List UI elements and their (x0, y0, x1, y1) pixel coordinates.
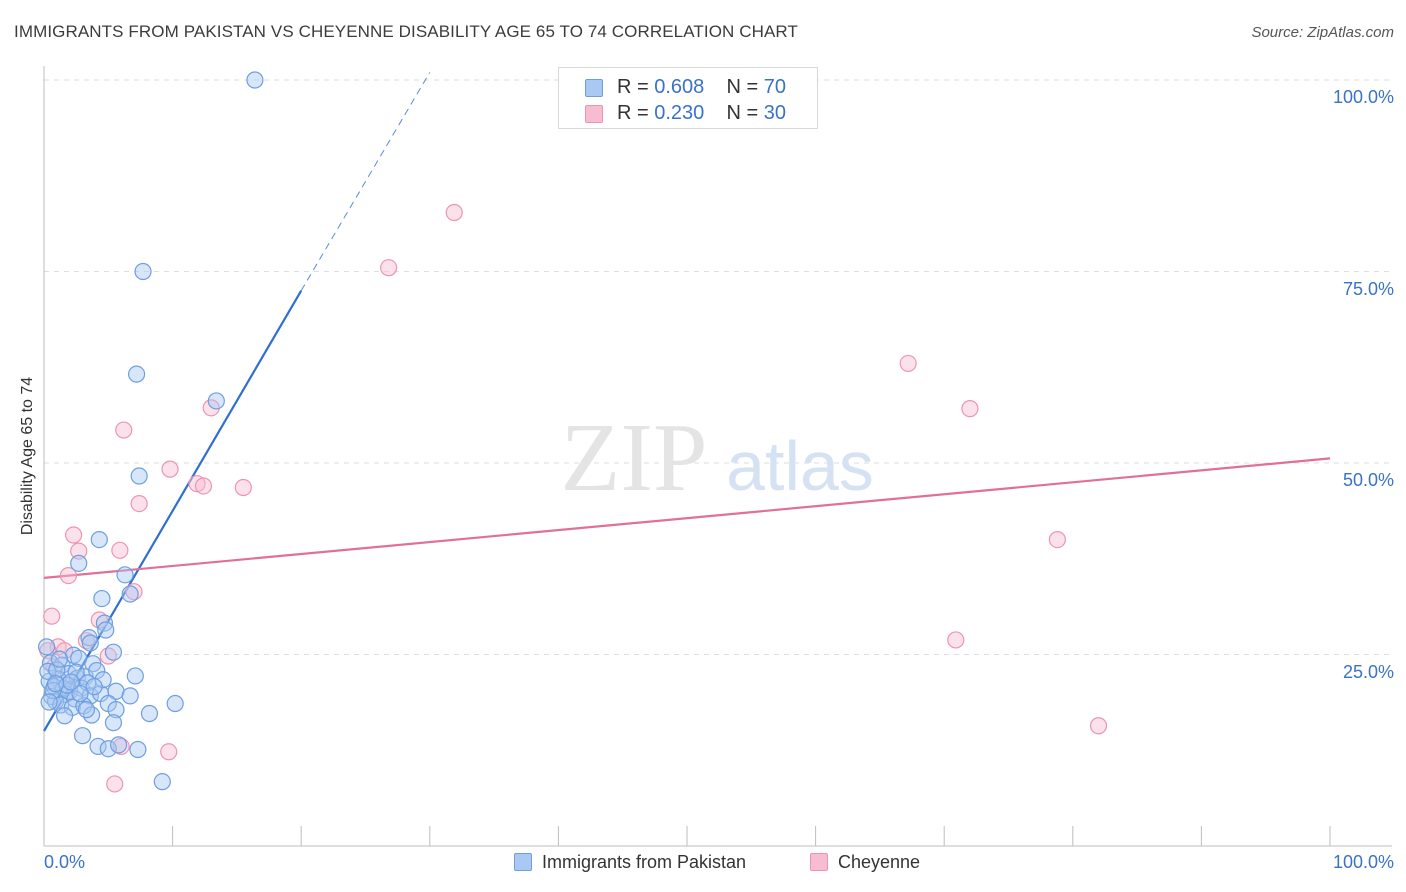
grid-lines (44, 79, 1392, 655)
data-point-pakistan (81, 634, 99, 652)
y-tick-label: 50.0% (1342, 470, 1394, 490)
data-point-pakistan (121, 687, 139, 705)
data-point-pakistan (104, 643, 123, 661)
data-point-cheyenne (70, 542, 88, 560)
data-point-pakistan (140, 704, 159, 723)
data-point-pakistan (71, 684, 89, 703)
y-tick-label: 75.0% (1342, 278, 1394, 299)
legend-swatch-pakistan (585, 79, 603, 97)
r-value-pakistan: 0.608 (654, 76, 705, 98)
data-point-pakistan (107, 701, 125, 719)
data-point-pakistan (67, 663, 85, 681)
data-point-pakistan (89, 737, 107, 756)
data-point-cheyenne (90, 611, 108, 629)
data-point-pakistan (73, 727, 92, 745)
data-point-pakistan (153, 773, 171, 791)
data-point-pakistan (81, 687, 99, 705)
data-point-cheyenne (961, 400, 979, 418)
trend-line-pakistan-extension (300, 72, 431, 291)
data-point-cheyenne (130, 494, 148, 513)
correlation-legend: R = 0.608 N = 70 R = 0.230 N = 30 (558, 67, 818, 129)
data-point-cheyenne (899, 354, 917, 373)
data-point-pakistan (207, 392, 225, 410)
data-point-pakistan (37, 638, 56, 656)
data-point-pakistan (90, 530, 108, 549)
watermark-atlas: atlas (726, 427, 874, 505)
legend-swatch-cheyenne (810, 853, 828, 871)
data-point-pakistan (129, 740, 147, 759)
data-point-pakistan (40, 693, 58, 711)
data-point-pakistan (109, 736, 128, 754)
data-point-pakistan (64, 646, 83, 664)
data-point-pakistan (104, 714, 123, 732)
data-point-cheyenne (106, 775, 124, 793)
y-axis-label: Disability Age 65 to 74 (19, 376, 36, 536)
data-point-cheyenne (194, 477, 213, 495)
data-point-pakistan (121, 585, 139, 603)
data-point-pakistan (93, 589, 111, 608)
data-point-pakistan (70, 554, 88, 572)
trend-lines (43, 72, 1331, 732)
data-point-pakistan (48, 661, 66, 679)
r-label: R = (617, 76, 655, 98)
legend-label-cheyenne: Cheyenne (838, 852, 921, 872)
y-tick-label: 100.0% (1332, 87, 1394, 107)
data-point-cheyenne (1089, 717, 1108, 735)
data-point-pakistan (50, 650, 69, 668)
data-point-cheyenne (111, 541, 129, 559)
series-legend-pakistan[interactable]: Immigrants from Pakistan (514, 852, 746, 873)
data-point-pakistan (127, 365, 146, 383)
data-point-cheyenne (947, 631, 965, 649)
y-tick-label: 25.0% (1342, 661, 1394, 682)
data-point-pakistan (116, 566, 134, 584)
data-point-pakistan (77, 701, 96, 719)
cheyenne-points (39, 203, 1108, 793)
data-point-cheyenne (160, 743, 178, 761)
n-value-pakistan: 70 (763, 76, 787, 98)
data-point-pakistan (55, 707, 74, 725)
data-point-pakistan (134, 262, 152, 281)
data-point-cheyenne (59, 567, 78, 585)
data-point-cheyenne (234, 478, 252, 497)
data-point-pakistan (95, 614, 114, 632)
r-label: R = (617, 102, 655, 124)
source-label: Source: ZipAtlas.com (1251, 24, 1394, 41)
data-point-cheyenne (445, 203, 463, 222)
legend-swatch-pakistan (514, 853, 532, 871)
n-label: N = (726, 76, 764, 98)
data-point-cheyenne (115, 421, 133, 439)
data-point-pakistan (85, 678, 103, 696)
data-point-pakistan (97, 621, 115, 639)
n-value-cheyenne: 30 (763, 102, 787, 124)
watermark-zip: ZIP (561, 404, 708, 512)
legend-swatch-cheyenne (585, 105, 603, 123)
data-point-cheyenne (43, 607, 61, 625)
chart-title: IMMIGRANTS FROM PAKISTAN VS CHEYENNE DIS… (14, 22, 798, 41)
x-tick-label-min: 0.0% (44, 852, 86, 872)
legend-label-pakistan: Immigrants from Pakistan (542, 852, 747, 872)
trend-line-cheyenne (43, 457, 1331, 579)
watermark: ZIP atlas (561, 404, 874, 512)
data-point-pakistan (99, 740, 117, 758)
data-point-pakistan (246, 71, 264, 89)
data-point-cheyenne (64, 526, 83, 544)
data-point-pakistan (130, 467, 148, 485)
data-point-cheyenne (161, 460, 179, 478)
data-point-cheyenne (55, 642, 74, 660)
axes (43, 66, 1392, 847)
data-point-pakistan (94, 671, 112, 689)
data-point-pakistan (126, 667, 144, 685)
data-point-cheyenne (380, 259, 398, 277)
series-legend-cheyenne[interactable]: Cheyenne (810, 852, 920, 873)
data-point-pakistan (166, 694, 184, 713)
n-label: N = (726, 102, 764, 124)
x-tick-label-max: 100.0% (1332, 852, 1394, 872)
pakistan-points (37, 71, 264, 791)
r-value-cheyenne: 0.230 (654, 102, 705, 124)
data-point-pakistan (46, 675, 65, 693)
data-point-pakistan (62, 673, 80, 691)
data-point-cheyenne (1048, 530, 1066, 549)
